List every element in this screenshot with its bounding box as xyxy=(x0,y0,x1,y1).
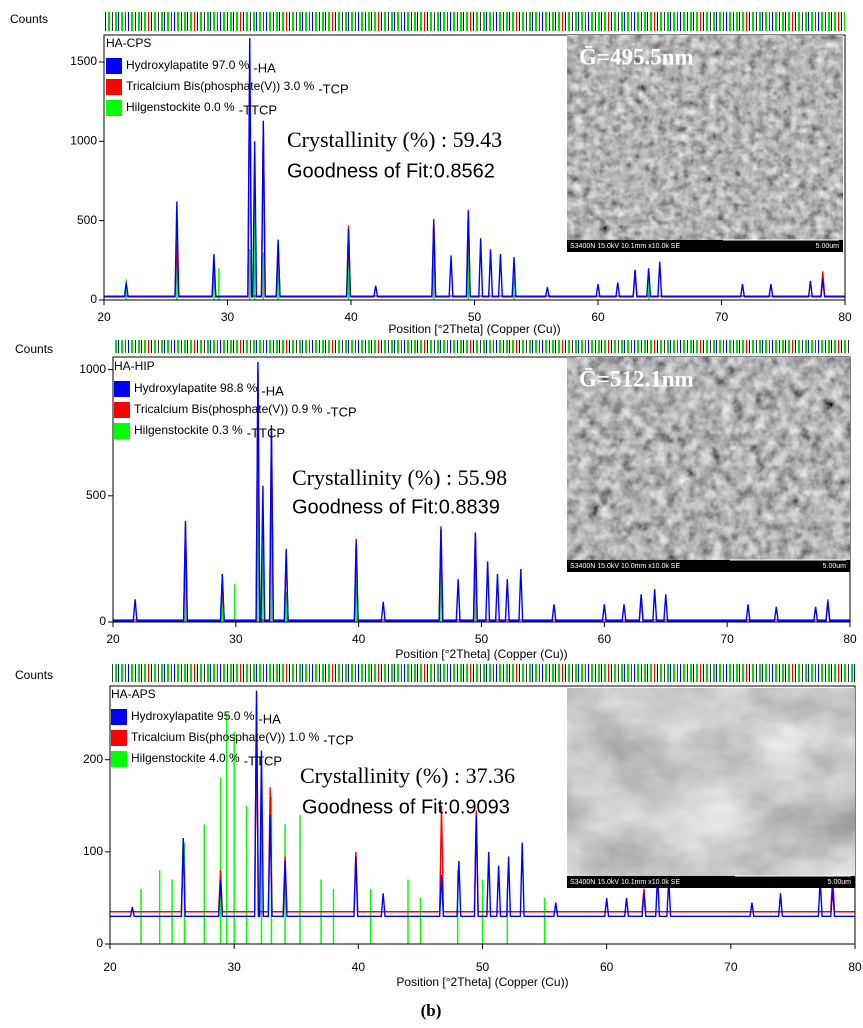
legend-label: Hilgenstockite 0.3 % xyxy=(134,423,243,437)
legend-tag: -TCP xyxy=(323,732,353,747)
legend-swatch xyxy=(106,100,122,116)
pattern-line xyxy=(110,690,855,918)
legend-tag: -HA xyxy=(253,60,276,75)
sem-scale: 5.00um xyxy=(823,563,847,570)
legend-label: Hydroxylapatite 97.0 % xyxy=(126,58,250,72)
x-axis-label: Position [°2Theta] (Copper (Cu)) xyxy=(396,975,568,989)
legend-swatch xyxy=(111,709,127,725)
pattern-line xyxy=(104,38,845,298)
legend-swatch xyxy=(114,381,130,397)
x-tick-label: 60 xyxy=(591,310,605,324)
x-tick-label: 70 xyxy=(715,310,729,324)
x-tick-label: 20 xyxy=(97,310,111,324)
y-tick-label: 500 xyxy=(77,213,97,227)
x-tick-label: 80 xyxy=(843,632,857,646)
sem-scale: 5.00um xyxy=(816,243,840,250)
legend-label: Hydroxylapatite 95.0 % xyxy=(131,709,255,723)
x-axis-label: Position [°2Theta] (Copper (Cu)) xyxy=(388,322,560,336)
y-tick-label: 1000 xyxy=(70,133,97,147)
legend-tag: -HA xyxy=(258,711,281,726)
pattern-line xyxy=(113,362,850,622)
x-tick-label: 40 xyxy=(352,960,366,974)
plot-frame xyxy=(103,34,846,301)
legend-tag: -HA xyxy=(261,383,284,398)
y-tick-label: 100 xyxy=(83,844,103,858)
y-tick-label: 200 xyxy=(83,752,103,766)
legend-label: Hilgenstockite 0.0 % xyxy=(126,100,235,114)
x-tick-label: 20 xyxy=(106,632,120,646)
y-tick-label: 1000 xyxy=(79,362,106,376)
pattern-line xyxy=(110,704,855,913)
sem-footer xyxy=(567,876,855,888)
legend-swatch xyxy=(114,402,130,418)
goodness-of-fit: Goodness of Fit:0.9093 xyxy=(302,796,510,818)
y-tick-label: 0 xyxy=(96,936,103,950)
x-tick-label: 80 xyxy=(838,310,852,324)
x-tick-label: 60 xyxy=(598,632,612,646)
y-axis-label: Counts xyxy=(15,342,53,356)
sem-footer xyxy=(567,240,843,252)
x-tick-label: 50 xyxy=(468,310,482,324)
legend-tag: -TCP xyxy=(318,81,348,96)
reference-strip xyxy=(113,340,850,353)
y-tick-label: 500 xyxy=(86,488,106,502)
legend-tag: -TTCP xyxy=(247,425,285,440)
crystallinity: Crystallinity (%) : 37.36 xyxy=(300,763,515,788)
legend-tag: -TTCP xyxy=(244,753,282,768)
legend-label: Hilgenstockite 4.0 % xyxy=(131,751,240,765)
legend-tag: -TTCP xyxy=(239,102,277,117)
legend-label: Hydroxylapatite 98.8 % xyxy=(134,381,258,395)
goodness-of-fit: Goodness of Fit:0.8562 xyxy=(287,160,495,182)
x-tick-label: 80 xyxy=(848,960,862,974)
sem-image xyxy=(567,688,855,888)
legend-label: Tricalcium Bis(phosphate(V)) 0.9 % xyxy=(134,402,323,416)
legend-swatch xyxy=(106,58,122,74)
y-axis-label: Counts xyxy=(15,668,53,682)
x-tick-label: 30 xyxy=(221,310,235,324)
x-tick-label: 40 xyxy=(352,632,366,646)
grain-size: Ḡ=495.5nm xyxy=(579,44,694,69)
crystallinity: Crystallinity (%) : 59.43 xyxy=(287,127,502,152)
figure-caption: (b) xyxy=(421,1001,442,1020)
x-tick-label: 70 xyxy=(724,960,738,974)
x-tick-label: 50 xyxy=(475,632,489,646)
goodness-of-fit: Goodness of Fit:0.8839 xyxy=(292,496,500,518)
sem-scale: 5.00um xyxy=(828,879,852,886)
x-tick-label: 30 xyxy=(229,632,243,646)
x-tick-label: 60 xyxy=(600,960,614,974)
sem-caption: S3400N 15.0kV 10.1mm x10.0k SE xyxy=(570,879,680,886)
y-tick-label: 0 xyxy=(99,614,106,628)
y-tick-label: 0 xyxy=(90,292,97,306)
crystallinity: Crystallinity (%) : 55.98 xyxy=(292,465,507,490)
panel-title: HA-HIP xyxy=(114,359,155,373)
reference-strip xyxy=(110,664,855,682)
legend-swatch xyxy=(106,79,122,95)
reference-strip xyxy=(104,12,845,31)
legend-label: Tricalcium Bis(phosphate(V)) 3.0 % xyxy=(126,79,315,93)
x-tick-label: 30 xyxy=(227,960,241,974)
x-tick-label: 70 xyxy=(720,632,734,646)
y-tick-label: 1500 xyxy=(70,54,97,68)
y-axis-label: Counts xyxy=(10,12,48,26)
x-axis-label: Position [°2Theta] (Copper (Cu)) xyxy=(395,647,567,661)
x-tick-label: 20 xyxy=(103,960,117,974)
sem-caption: S3400N 15.0kV 10.1mm x10.0k SE xyxy=(570,243,680,250)
sem-footer xyxy=(567,560,850,572)
x-tick-label: 50 xyxy=(476,960,490,974)
panel-title: HA-CPS xyxy=(106,36,151,50)
grain-size: Ḡ=512.1nm xyxy=(579,366,694,391)
legend-tag: -TCP xyxy=(326,404,356,419)
legend-swatch xyxy=(111,730,127,746)
x-tick-label: 40 xyxy=(344,310,358,324)
legend-swatch xyxy=(114,423,130,439)
sem-image xyxy=(567,35,843,252)
sem-image xyxy=(567,357,850,572)
sem-caption: S3400N 15.0kV 10.0mm x10.0k SE xyxy=(570,563,680,570)
legend-swatch xyxy=(111,751,127,767)
legend-label: Tricalcium Bis(phosphate(V)) 1.0 % xyxy=(131,730,320,744)
panel-title: HA-APS xyxy=(111,687,156,701)
